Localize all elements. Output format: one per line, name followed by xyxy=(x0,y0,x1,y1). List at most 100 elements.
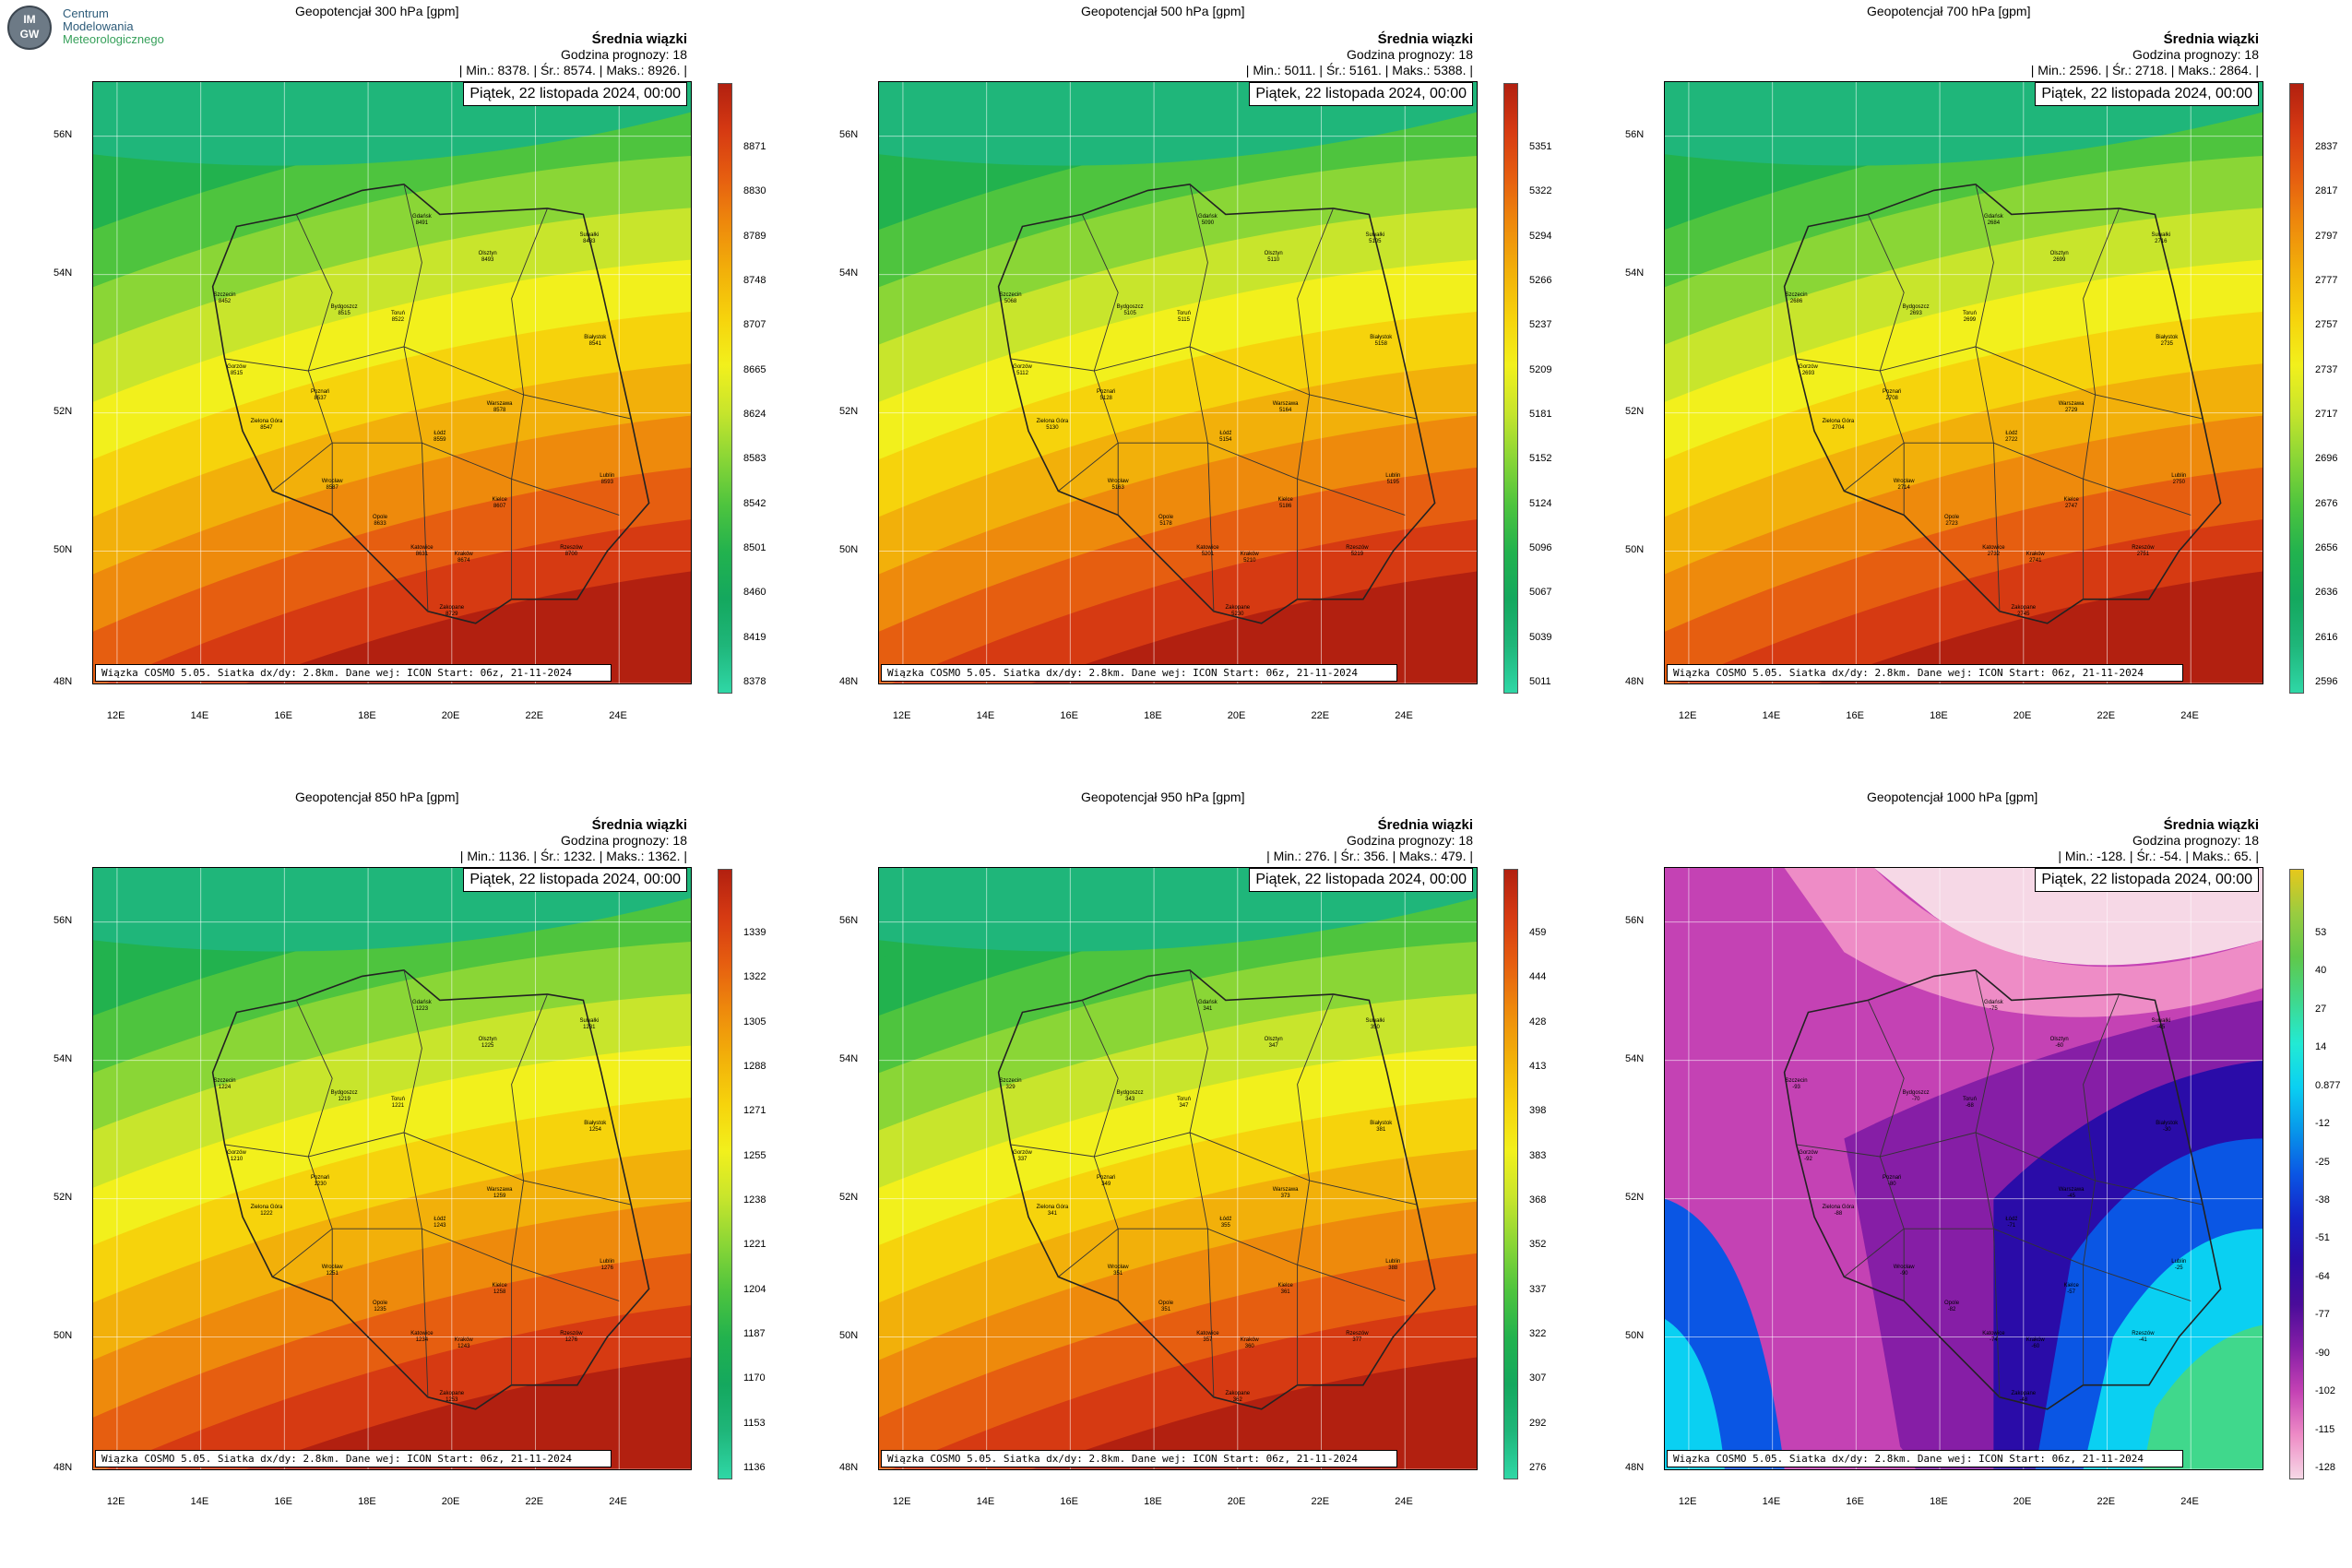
city-marker: Poznań 8537 xyxy=(302,389,339,402)
forecast-hour: Godzina prognozy: 18 xyxy=(2132,833,2259,848)
city-name: Szczecin xyxy=(999,292,1022,299)
city-value: 8491 xyxy=(415,220,429,227)
city-marker: Gorzów -92 xyxy=(1790,1150,1827,1163)
valid-date-box: Piątek, 22 listopada 2024, 00:00 xyxy=(2035,82,2259,106)
city-value: 362 xyxy=(1232,1397,1242,1404)
city-marker: Suwałki 2716 xyxy=(2143,232,2180,245)
city-marker: Łódź 2722 xyxy=(1993,431,2030,444)
city-value: 361 xyxy=(1280,1289,1290,1295)
city-name: Szczecin xyxy=(999,1078,1022,1085)
city-marker: Rzeszów 2751 xyxy=(2124,545,2161,558)
city-marker: Kielce 8607 xyxy=(481,497,518,510)
longitude-label: 20E xyxy=(2013,710,2032,721)
city-marker: Łódź 355 xyxy=(1207,1217,1244,1229)
longitude-label: 14E xyxy=(976,710,995,721)
city-value: 2745 xyxy=(2017,612,2030,618)
colorbar-tick-label: 413 xyxy=(1529,1061,1547,1072)
city-value: 349 xyxy=(1101,1181,1111,1187)
city-marker: Kraków 5210 xyxy=(1231,552,1268,564)
city-value: -93 xyxy=(1792,1085,1800,1091)
city-value: 8674 xyxy=(457,557,470,564)
city-name: Kielce xyxy=(492,1282,507,1289)
map-frame: Gdańsk 2684 Suwałki 2716 Olsztyn 2699 Szczecin… xyxy=(1664,81,2263,684)
panel-info: Średnia wiązki Godzina prognozy: 18 | Min.… xyxy=(1266,817,1473,864)
city-marker: Lublin -25 xyxy=(2160,1259,2197,1272)
city-value: 1243 xyxy=(434,1223,446,1229)
colorbar-tick-label: 27 xyxy=(2315,1003,2327,1015)
city-marker: Opole 2723 xyxy=(1933,515,1970,528)
colorbar-tick-label: 8707 xyxy=(743,319,766,331)
city-value: 2716 xyxy=(2155,239,2168,244)
city-marker: Warszawa 1259 xyxy=(481,1187,518,1200)
city-name: Gdańsk xyxy=(1198,214,1218,220)
model-info-box: Wiązka COSMO 5.05. Siatka dx/dy: 2.8km. … xyxy=(95,664,612,682)
city-value: 1276 xyxy=(600,1265,613,1271)
colorbar-tick-label: -25 xyxy=(2315,1156,2330,1168)
latitude-label: 54N xyxy=(53,1052,73,1064)
city-name: Wrocław xyxy=(1893,1265,1915,1271)
longitude-label: 24E xyxy=(1395,1496,1413,1507)
city-value: 5105 xyxy=(1369,239,1382,244)
longitude-label: 20E xyxy=(441,710,460,721)
city-marker: Rzeszów -41 xyxy=(2124,1331,2161,1344)
city-value: 1223 xyxy=(415,1006,429,1013)
colorbar-tick-label: 5322 xyxy=(1529,185,1552,197)
panel-info: Średnia wiązki Godzina prognozy: 18 | Min.… xyxy=(460,817,687,864)
city-marker: Rzeszów 5219 xyxy=(1338,545,1375,558)
colorbar-tick-label: -77 xyxy=(2315,1309,2330,1321)
logo-line-2: Modelowania xyxy=(63,19,134,33)
city-marker: Zakopane 8729 xyxy=(434,605,470,618)
city-value: 8522 xyxy=(391,316,405,323)
city-name: Zielona Góra xyxy=(1822,419,1855,425)
forecast-hour: Godzina prognozy: 18 xyxy=(2132,47,2259,62)
latitude-label: 56N xyxy=(53,128,73,140)
colorbar-tick-label: 8624 xyxy=(743,409,766,420)
city-marker: Zakopane 5230 xyxy=(1219,605,1256,618)
valid-date-box: Piątek, 22 listopada 2024, 00:00 xyxy=(2035,868,2259,892)
city-marker: Rzeszów 377 xyxy=(1338,1331,1375,1344)
city-name: Kraków xyxy=(1240,1336,1259,1343)
panel-title: Geopotencjał 850 hPa [gpm] xyxy=(295,790,459,804)
colorbar xyxy=(718,83,732,694)
city-value: 357 xyxy=(1203,1337,1213,1344)
city-name: Białystok xyxy=(1370,1120,1393,1126)
city-value: 350 xyxy=(1370,1025,1380,1030)
colorbar xyxy=(2289,869,2304,1479)
colorbar-tick-label: 352 xyxy=(1529,1239,1547,1251)
poland-border xyxy=(1783,183,2222,624)
city-marker: Łódź 1243 xyxy=(422,1217,458,1229)
logo-line-1: Centrum xyxy=(63,6,109,20)
city-name: Łódź xyxy=(434,431,446,437)
city-value: 1253 xyxy=(445,1397,458,1404)
city-name: Toruń xyxy=(1962,310,1977,316)
colorbar-tick-label: 5351 xyxy=(1529,141,1552,152)
longitude-label: 24E xyxy=(609,710,627,721)
city-value: 2723 xyxy=(1945,521,1958,528)
city-marker: Kielce 5186 xyxy=(1267,497,1304,510)
ensemble-label: Średnia wiązki xyxy=(1377,817,1473,833)
city-value: -71 xyxy=(2007,1223,2016,1229)
city-name: Szczecin xyxy=(213,292,236,299)
panel-stats: | Min.: 8378. | Śr.: 8574. | Maks.: 8926… xyxy=(458,63,687,77)
city-value: 373 xyxy=(1280,1193,1290,1199)
city-marker: Wrocław 1251 xyxy=(314,1265,350,1277)
city-marker: Wrocław 8587 xyxy=(314,479,350,492)
city-marker: Warszawa 5164 xyxy=(1267,401,1304,414)
city-name: Kraków xyxy=(1240,551,1259,557)
colorbar-tick-label: -128 xyxy=(2315,1462,2336,1473)
city-name: Opole xyxy=(373,515,388,521)
city-value: 2747 xyxy=(2064,503,2078,509)
city-value: 360 xyxy=(1244,1343,1254,1349)
city-marker: Białystok 5158 xyxy=(1362,335,1399,348)
model-info-box: Wiązka COSMO 5.05. Siatka dx/dy: 2.8km. … xyxy=(881,1450,1397,1467)
city-name: Opole xyxy=(1944,1301,1960,1307)
colorbar-tick-label: 276 xyxy=(1529,1462,1547,1473)
colorbar-tick-label: 53 xyxy=(2315,927,2327,938)
city-name: Łódź xyxy=(434,1217,446,1223)
colorbar-tick-label: -102 xyxy=(2315,1385,2336,1397)
city-name: Rzeszów xyxy=(2132,1331,2155,1337)
city-marker: Gorzów 2693 xyxy=(1790,364,1827,377)
longitude-label: 20E xyxy=(1227,710,1246,721)
city-value: 2732 xyxy=(1987,552,2001,558)
colorbar-tick-label: 8378 xyxy=(743,676,766,687)
